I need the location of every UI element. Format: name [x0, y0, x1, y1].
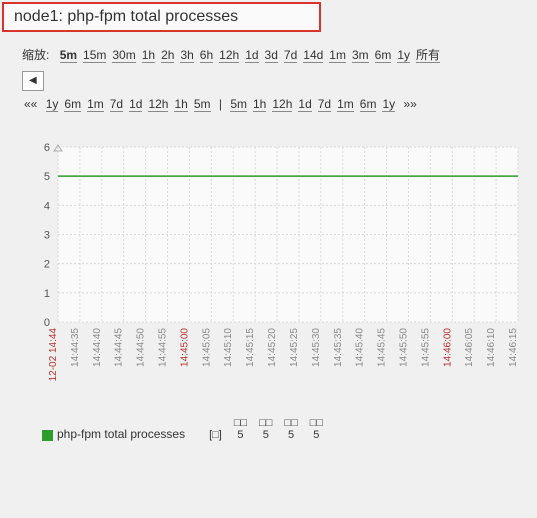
svg-text:14:45:00: 14:45:00	[179, 328, 190, 367]
svg-text:14:46:00: 14:46:00	[442, 328, 453, 367]
svg-text:14:44:45: 14:44:45	[114, 328, 125, 367]
svg-text:14:44:55: 14:44:55	[158, 328, 169, 367]
step-link-1d[interactable]: 1d	[129, 97, 142, 112]
step-link-1y[interactable]: 1y	[382, 97, 395, 112]
chart-area: 0 1 2 3 4 5 6 12-02 14:44 14:44:35 14:44:40 14:44:…	[22, 139, 525, 409]
legend-stat: □□5	[234, 417, 247, 441]
zoom-option-12h[interactable]: 12h	[219, 48, 239, 63]
svg-text:5: 5	[44, 171, 50, 183]
svg-text:14:46:05: 14:46:05	[464, 328, 475, 367]
svg-text:14:44:35: 14:44:35	[70, 328, 81, 367]
zoom-option-30m[interactable]: 30m	[112, 48, 135, 63]
legend-row: php-fpm total processes [□] □□5 □□5 □□5 □□5	[42, 417, 525, 441]
svg-text:14:45:10: 14:45:10	[223, 328, 234, 367]
panel-title-box: node1: php-fpm total processes	[2, 2, 321, 32]
step-link-7d[interactable]: 7d	[318, 97, 331, 112]
zoom-option-1y[interactable]: 1y	[397, 48, 410, 63]
svg-text:12-02 14:44: 12-02 14:44	[48, 328, 59, 382]
svg-text:14:45:25: 14:45:25	[289, 328, 300, 367]
legend-stat: □□5	[284, 417, 297, 441]
svg-text:14:45:50: 14:45:50	[398, 328, 409, 367]
svg-text:14:45:20: 14:45:20	[267, 328, 278, 367]
svg-text:14:45:05: 14:45:05	[201, 328, 212, 367]
zoom-option-1m[interactable]: 1m	[329, 48, 346, 63]
step-link-5m[interactable]: 5m	[194, 97, 211, 112]
zoom-option-3d[interactable]: 3d	[265, 48, 278, 63]
zoom-option-1h[interactable]: 1h	[142, 48, 155, 63]
zoom-row: 缩放: 5m 15m 30m 1h 2h 3h 6h 12h 1d 3d 7d 14d 1m 3m 6m 1y…	[22, 46, 525, 63]
svg-text:2: 2	[44, 259, 50, 271]
svg-text:14:44:40: 14:44:40	[92, 328, 103, 367]
zoom-option-6h[interactable]: 6h	[200, 48, 213, 63]
step-link-1y[interactable]: 1y	[46, 97, 59, 112]
svg-text:0: 0	[44, 317, 50, 329]
legend-swatch	[42, 430, 53, 441]
zoom-option-6m[interactable]: 6m	[375, 48, 392, 63]
zoom-option-7d[interactable]: 7d	[284, 48, 297, 63]
zoom-option-5m[interactable]: 5m	[60, 48, 77, 63]
zoom-label: 缩放:	[22, 48, 49, 62]
svg-text:14:45:40: 14:45:40	[355, 328, 366, 367]
panel-title: node1: php-fpm total processes	[14, 8, 309, 26]
svg-text:14:44:50: 14:44:50	[136, 328, 147, 367]
zoom-option-1d[interactable]: 1d	[245, 48, 258, 63]
svg-text:6: 6	[44, 142, 50, 154]
step-link-1m[interactable]: 1m	[337, 97, 354, 112]
line-chart: 0 1 2 3 4 5 6 12-02 14:44 14:44:35 14:44:40 14:44:…	[22, 139, 522, 409]
svg-text:14:46:15: 14:46:15	[508, 328, 519, 367]
zoom-option-3m[interactable]: 3m	[352, 48, 369, 63]
step-link-5m[interactable]: 5m	[230, 97, 247, 112]
svg-text:14:46:10: 14:46:10	[486, 328, 497, 367]
step-link-1h[interactable]: 1h	[253, 97, 266, 112]
zoom-option-3h[interactable]: 3h	[180, 48, 193, 63]
zoom-option-所有[interactable]: 所有	[416, 48, 440, 63]
svg-text:14:45:30: 14:45:30	[311, 328, 322, 367]
step-link-1d[interactable]: 1d	[298, 97, 311, 112]
svg-text:14:45:45: 14:45:45	[377, 328, 388, 367]
step-link-1m[interactable]: 1m	[87, 97, 104, 112]
legend-stat: □□5	[259, 417, 272, 441]
step-link-7d[interactable]: 7d	[110, 97, 123, 112]
step-link-6m[interactable]: 6m	[64, 97, 81, 112]
svg-text:14:45:15: 14:45:15	[245, 328, 256, 367]
panel-body: 缩放: 5m15m30m1h2h3h6h12h1d3d7d14d1m3m6m1y…	[22, 46, 525, 441]
step-link-12h[interactable]: 12h	[148, 97, 168, 112]
step-link-6m[interactable]: 6m	[360, 97, 377, 112]
step-left-marker: ««	[24, 97, 37, 111]
zoom-option-14d[interactable]: 14d	[303, 48, 323, 63]
svg-text:3: 3	[44, 230, 50, 242]
zoom-option-2h[interactable]: 2h	[161, 48, 174, 63]
nav-back-button[interactable]: ◀	[22, 71, 44, 91]
step-sep: |	[219, 97, 222, 111]
legend-label: php-fpm total processes	[57, 427, 185, 441]
legend-stat: □□5	[310, 417, 323, 441]
legend-stat: [□]	[209, 429, 222, 441]
svg-text:4: 4	[44, 200, 50, 212]
step-right-marker: »»	[403, 97, 416, 111]
step-link-12h[interactable]: 12h	[272, 97, 292, 112]
svg-text:14:45:55: 14:45:55	[420, 328, 431, 367]
svg-text:14:45:35: 14:45:35	[333, 328, 344, 367]
step-row: «« 1y 6m 1m 7d 1d 12h 1h 5m | 5m 1h 12h 1d 7d 1m 6m 1y…	[22, 97, 525, 111]
zoom-option-15m[interactable]: 15m	[83, 48, 106, 63]
svg-text:1: 1	[44, 288, 50, 300]
step-link-1h[interactable]: 1h	[174, 97, 187, 112]
